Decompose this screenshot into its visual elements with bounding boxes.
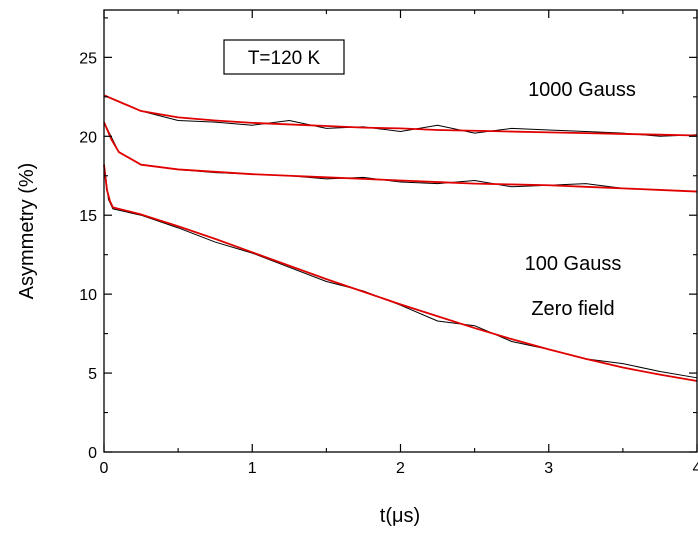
fit-curve-1 bbox=[103, 94, 698, 137]
curve-label-100-gauss: 100 Gauss bbox=[525, 253, 622, 275]
fit-curve-3 bbox=[103, 164, 698, 382]
fit-curve-2 bbox=[103, 121, 698, 193]
x-axis-label: t(μs) bbox=[380, 505, 420, 527]
y-tick-label: 0 bbox=[88, 445, 97, 462]
y-axis-label: Asymmetry (%) bbox=[16, 163, 38, 300]
y-tick-label: 10 bbox=[79, 287, 97, 304]
x-tick-label: 0 bbox=[100, 460, 109, 477]
y-tick-label: 15 bbox=[79, 208, 97, 225]
series-layer bbox=[103, 94, 698, 382]
curve-label-zero-field: Zero field bbox=[531, 298, 614, 320]
x-tick-label: 1 bbox=[248, 460, 257, 477]
data-curve-1 bbox=[103, 94, 698, 137]
y-tick-label: 20 bbox=[79, 129, 97, 146]
y-tick-label: 25 bbox=[79, 50, 97, 67]
ticks-layer: 0 1 2 3 4 0 5 10 15 20 25 bbox=[79, 10, 698, 477]
y-tick-label: 5 bbox=[88, 366, 97, 383]
x-tick-label: 4 bbox=[693, 460, 698, 477]
temperature-box bbox=[223, 39, 345, 75]
x-tick-label: 2 bbox=[396, 460, 405, 477]
temperature-label: T=120 K bbox=[248, 48, 321, 69]
x-tick-label: 3 bbox=[544, 460, 553, 477]
curve-label-1000-gauss: 1000 Gauss bbox=[528, 79, 636, 101]
